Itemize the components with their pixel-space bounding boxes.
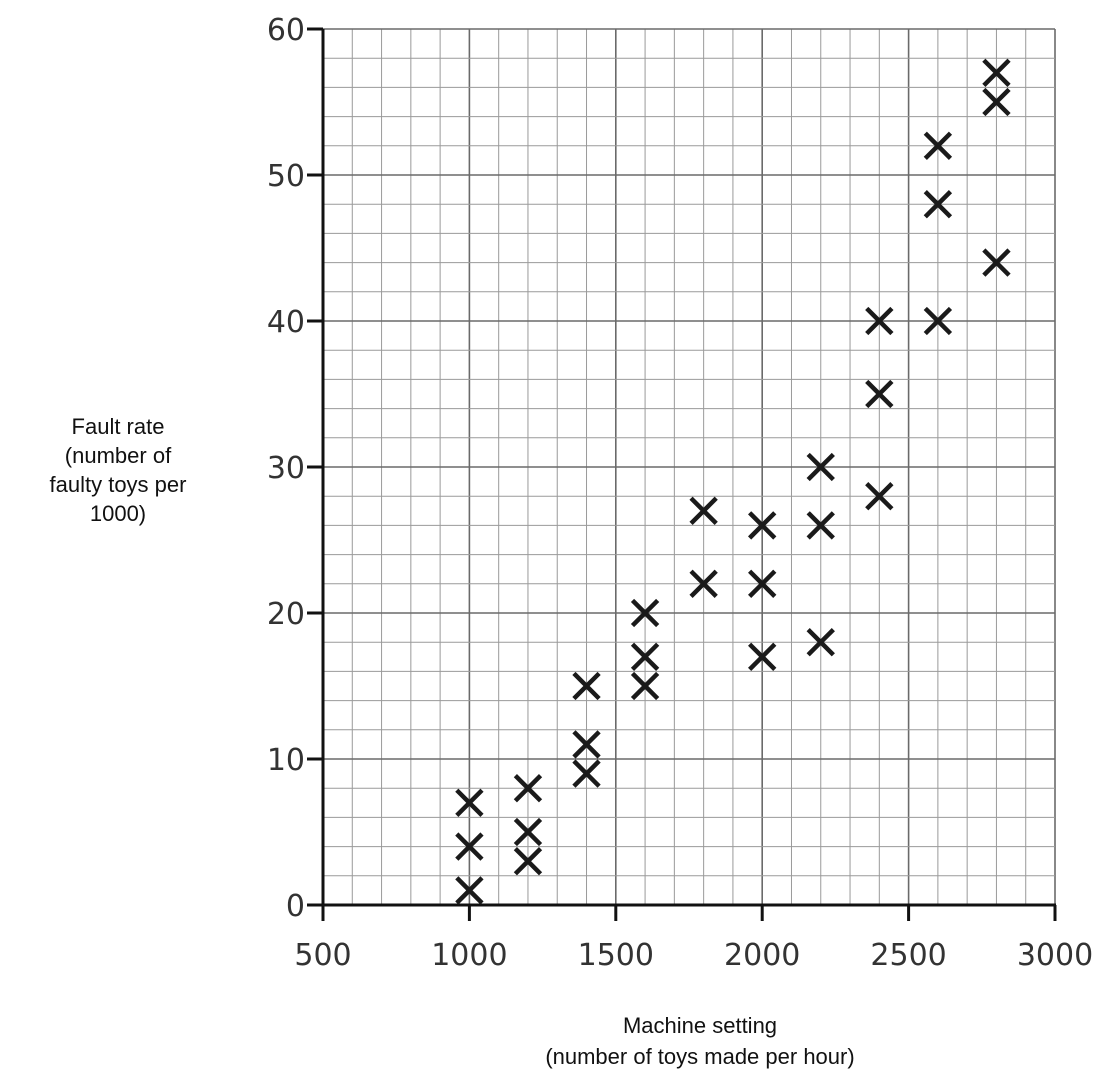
data-point-stroke bbox=[630, 642, 660, 671]
data-point bbox=[923, 190, 953, 219]
data-point-stroke bbox=[513, 774, 543, 803]
data-point-stroke bbox=[513, 847, 543, 876]
data-point bbox=[806, 511, 835, 540]
data-point-stroke bbox=[748, 642, 777, 671]
x-tick-label: 2000 bbox=[724, 938, 800, 973]
data-point bbox=[865, 306, 894, 336]
y-tick-label: 10 bbox=[267, 743, 305, 778]
data-point bbox=[748, 642, 777, 671]
y-tick-label: 50 bbox=[267, 159, 305, 194]
data-point bbox=[748, 511, 777, 540]
data-point-stroke bbox=[572, 759, 601, 788]
data-point-stroke bbox=[455, 788, 484, 817]
data-point bbox=[630, 598, 660, 628]
data-point-stroke bbox=[806, 511, 835, 540]
x-tick-label: 3000 bbox=[1017, 938, 1093, 973]
data-point-stroke bbox=[865, 379, 894, 409]
y-axis-label-line: faulty toys per bbox=[49, 472, 187, 497]
y-tick-label: 60 bbox=[267, 13, 305, 48]
data-point-stroke bbox=[513, 817, 543, 847]
data-point-stroke bbox=[630, 671, 660, 701]
data-point-stroke bbox=[455, 876, 484, 905]
data-point bbox=[982, 87, 1011, 117]
data-point-stroke bbox=[865, 306, 894, 336]
data-point bbox=[630, 671, 660, 701]
data-point-stroke bbox=[923, 131, 953, 160]
data-points bbox=[455, 58, 1011, 905]
grid bbox=[322, 28, 1056, 906]
data-point bbox=[513, 817, 543, 847]
data-point bbox=[572, 730, 601, 759]
axes bbox=[307, 27, 1057, 921]
data-point bbox=[982, 248, 1011, 277]
x-axis-label: Machine setting (number of toys made per… bbox=[440, 1010, 960, 1072]
y-tick-label: 20 bbox=[267, 597, 305, 632]
data-point bbox=[572, 671, 601, 701]
y-tick-label: 30 bbox=[267, 451, 305, 486]
data-point bbox=[455, 832, 484, 861]
data-point-stroke bbox=[806, 628, 835, 657]
data-point bbox=[630, 642, 660, 671]
tick-labels: 500 1000 1500 2000 2500 3000 0 10 20 30 40 50 60 bbox=[267, 13, 1093, 973]
data-point bbox=[572, 759, 601, 788]
data-point bbox=[748, 569, 777, 598]
data-point-stroke bbox=[455, 832, 484, 861]
data-point-stroke bbox=[865, 482, 894, 511]
data-point-stroke bbox=[982, 248, 1011, 277]
y-axis-label-line: 1000) bbox=[89, 501, 147, 526]
data-point-stroke bbox=[982, 58, 1011, 87]
y-axis-label: Fault rate (number of faulty toys per 10… bbox=[0, 412, 236, 528]
data-point-stroke bbox=[689, 569, 718, 598]
data-point bbox=[513, 774, 543, 803]
y-tick-label: 0 bbox=[286, 889, 305, 924]
x-tick-label: 2500 bbox=[870, 938, 946, 973]
y-axis-label-line: (number of bbox=[64, 443, 172, 468]
data-point bbox=[689, 569, 718, 598]
data-point bbox=[923, 131, 953, 160]
data-point bbox=[513, 847, 543, 876]
x-tick-label: 1500 bbox=[578, 938, 654, 973]
data-point bbox=[923, 306, 953, 336]
data-point bbox=[865, 482, 894, 511]
data-point-stroke bbox=[923, 190, 953, 219]
data-point-stroke bbox=[689, 496, 718, 525]
x-axis-label-line: Machine setting bbox=[622, 1013, 778, 1038]
data-point bbox=[689, 496, 718, 525]
y-axis-label-line: Fault rate bbox=[71, 414, 165, 439]
x-tick-label: 1000 bbox=[431, 938, 507, 973]
data-point-stroke bbox=[748, 511, 777, 540]
data-point-stroke bbox=[806, 452, 835, 482]
data-point bbox=[455, 788, 484, 817]
data-point bbox=[982, 58, 1011, 87]
x-axis-label-line: (number of toys made per hour) bbox=[545, 1044, 855, 1069]
data-point-stroke bbox=[982, 87, 1011, 117]
data-point bbox=[806, 452, 835, 482]
data-point-stroke bbox=[923, 306, 953, 336]
data-point bbox=[806, 628, 835, 657]
data-point-stroke bbox=[748, 569, 777, 598]
data-point-stroke bbox=[572, 730, 601, 759]
data-point-stroke bbox=[572, 671, 601, 701]
data-point bbox=[865, 379, 894, 409]
x-tick-label: 500 bbox=[294, 938, 351, 973]
y-tick-label: 40 bbox=[267, 305, 305, 340]
data-point bbox=[455, 876, 484, 905]
data-point-stroke bbox=[630, 598, 660, 628]
